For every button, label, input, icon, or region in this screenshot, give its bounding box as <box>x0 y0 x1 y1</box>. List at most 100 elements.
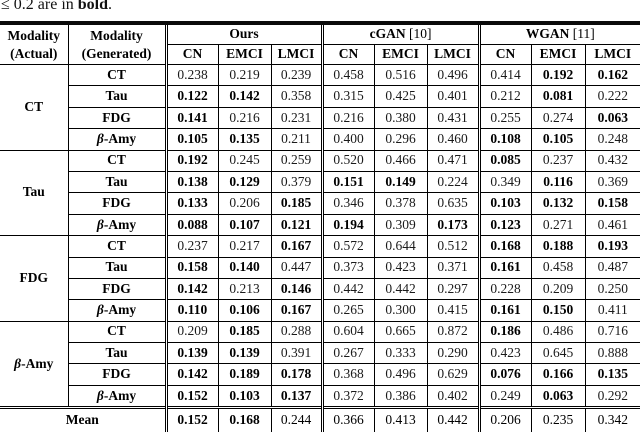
row-label-generated: CT <box>67 63 166 86</box>
value-cell: 0.161 <box>477 256 532 279</box>
row-group-label-actual: CT <box>0 64 68 151</box>
value-cell: 0.249 <box>477 384 532 408</box>
value-cell: 0.373 <box>320 256 375 279</box>
value-cell: 0.228 <box>477 277 532 300</box>
value-cell: 0.224 <box>426 170 480 193</box>
mean-row: Mean 0.152 0.168 0.244 0.366 0.413 0.442 0.206… <box>0 406 640 432</box>
row-label-generated: FDG <box>67 106 166 129</box>
value-cell: 0.185 <box>270 192 323 215</box>
value-cell: 0.400 <box>320 128 375 151</box>
value-cell: 0.138 <box>164 170 218 193</box>
value-cell: 0.189 <box>217 363 271 386</box>
value-cell: 0.135 <box>217 128 271 151</box>
col-header-cgan-lmci: LMCI <box>426 44 480 65</box>
value-cell: 0.194 <box>320 213 375 236</box>
value-cell: 0.237 <box>164 235 218 258</box>
header-row-cohorts: CN EMCI LMCI CN EMCI LMCI CN EMCI LMCI <box>0 44 640 65</box>
value-cell: 0.349 <box>477 170 532 193</box>
col-header-ours-lmci: LMCI <box>270 44 323 65</box>
value-cell: 0.192 <box>530 63 586 86</box>
table-row: FDG CT 0.237 0.217 0.167 0.572 0.644 0.512 0.168… <box>0 235 640 322</box>
value-cell: 0.431 <box>426 106 480 129</box>
value-cell: 0.414 <box>477 63 532 86</box>
caption-bold-word: bold <box>77 0 109 13</box>
results-table: Modality (Actual) Modality (Generated) O… <box>0 21 640 432</box>
row-label-generated: Tau <box>67 170 166 193</box>
value-cell: 0.309 <box>373 213 428 236</box>
value-cell: 0.103 <box>477 192 532 215</box>
table-row: β-Amy 0.110 0.106 0.167 0.265 0.300 0.415 0.161… <box>0 299 640 322</box>
value-cell: 0.288 <box>270 320 323 343</box>
value-cell: 0.604 <box>320 320 375 343</box>
value-cell: 0.267 <box>320 342 375 364</box>
value-cell: 0.238 <box>164 63 218 86</box>
value-cell: 0.402 <box>426 384 480 408</box>
row-group-label-actual: Tau <box>0 149 68 236</box>
value-cell: 0.206 <box>217 192 271 215</box>
value-cell: 0.122 <box>164 85 218 108</box>
value-cell: 0.123 <box>477 213 532 236</box>
row-label-generated: β-Amy <box>67 299 166 322</box>
value-cell: 0.872 <box>426 320 480 343</box>
mean-value-cell: 0.244 <box>270 406 323 432</box>
col-header-ours: Ours <box>164 23 323 45</box>
value-cell: 0.139 <box>217 342 271 364</box>
value-cell: 0.250 <box>584 277 640 300</box>
value-cell: 0.129 <box>217 170 271 193</box>
value-cell: 0.186 <box>477 320 532 343</box>
value-cell: 0.142 <box>217 85 271 108</box>
row-label-generated: CT <box>67 320 166 343</box>
header-row-methods: Modality (Actual) Modality (Generated) O… <box>0 23 640 65</box>
table-row: CT CT 0.238 0.219 0.239 0.458 0.516 0.496 0.414 0… <box>0 63 640 151</box>
value-cell: 0.411 <box>584 299 640 322</box>
table-row: Tau 0.139 0.139 0.391 0.267 0.333 0.290 0.423 0.… <box>0 342 640 364</box>
value-cell: 0.487 <box>584 256 640 279</box>
value-cell: 0.292 <box>584 384 640 408</box>
col-header-wgan-emci: EMCI <box>530 44 586 65</box>
value-cell: 0.178 <box>270 363 323 386</box>
value-cell: 0.121 <box>270 213 323 236</box>
value-cell: 0.158 <box>584 192 640 215</box>
value-cell: 0.076 <box>477 363 532 386</box>
value-cell: 0.216 <box>320 106 375 129</box>
mean-value-cell: 0.152 <box>164 406 218 432</box>
row-group-label-actual: FDG <box>0 235 68 322</box>
col-header-modality-generated: Modality (Generated) <box>67 23 166 65</box>
value-cell: 0.110 <box>164 299 218 322</box>
value-cell: 0.149 <box>373 170 428 193</box>
value-cell: 0.141 <box>164 106 218 129</box>
value-cell: 0.458 <box>320 63 375 86</box>
value-cell: 0.432 <box>584 149 640 172</box>
value-cell: 0.425 <box>373 85 428 108</box>
col-header-cgan-emci: EMCI <box>373 44 428 65</box>
value-cell: 0.888 <box>584 342 640 364</box>
row-label-generated: CT <box>67 235 166 258</box>
value-cell: 0.166 <box>530 363 586 386</box>
value-cell: 0.137 <box>270 384 323 408</box>
value-cell: 0.265 <box>320 299 375 322</box>
value-cell: 0.107 <box>217 213 271 236</box>
value-cell: 0.167 <box>270 235 323 258</box>
value-cell: 0.192 <box>164 149 218 172</box>
value-cell: 0.379 <box>270 170 323 193</box>
value-cell: 0.447 <box>270 256 323 279</box>
col-header-wgan-lmci: LMCI <box>584 44 640 65</box>
value-cell: 0.401 <box>426 85 480 108</box>
value-cell: 0.380 <box>373 106 428 129</box>
value-cell: 0.193 <box>584 235 640 258</box>
value-cell: 0.239 <box>270 63 323 86</box>
value-cell: 0.188 <box>530 235 586 258</box>
value-cell: 0.105 <box>530 128 586 151</box>
value-cell: 0.645 <box>530 342 586 364</box>
value-cell: 0.167 <box>270 299 323 322</box>
caption-text: ≤ 0.2 are in <box>1 0 78 13</box>
value-cell: 0.146 <box>270 277 323 300</box>
value-cell: 0.496 <box>373 363 428 386</box>
value-cell: 0.105 <box>164 128 218 151</box>
value-cell: 0.162 <box>584 63 640 86</box>
value-cell: 0.142 <box>164 363 218 386</box>
col-header-ours-cn: CN <box>164 44 218 65</box>
value-cell: 0.371 <box>426 256 480 279</box>
value-cell: 0.085 <box>477 149 532 172</box>
value-cell: 0.088 <box>164 213 218 236</box>
